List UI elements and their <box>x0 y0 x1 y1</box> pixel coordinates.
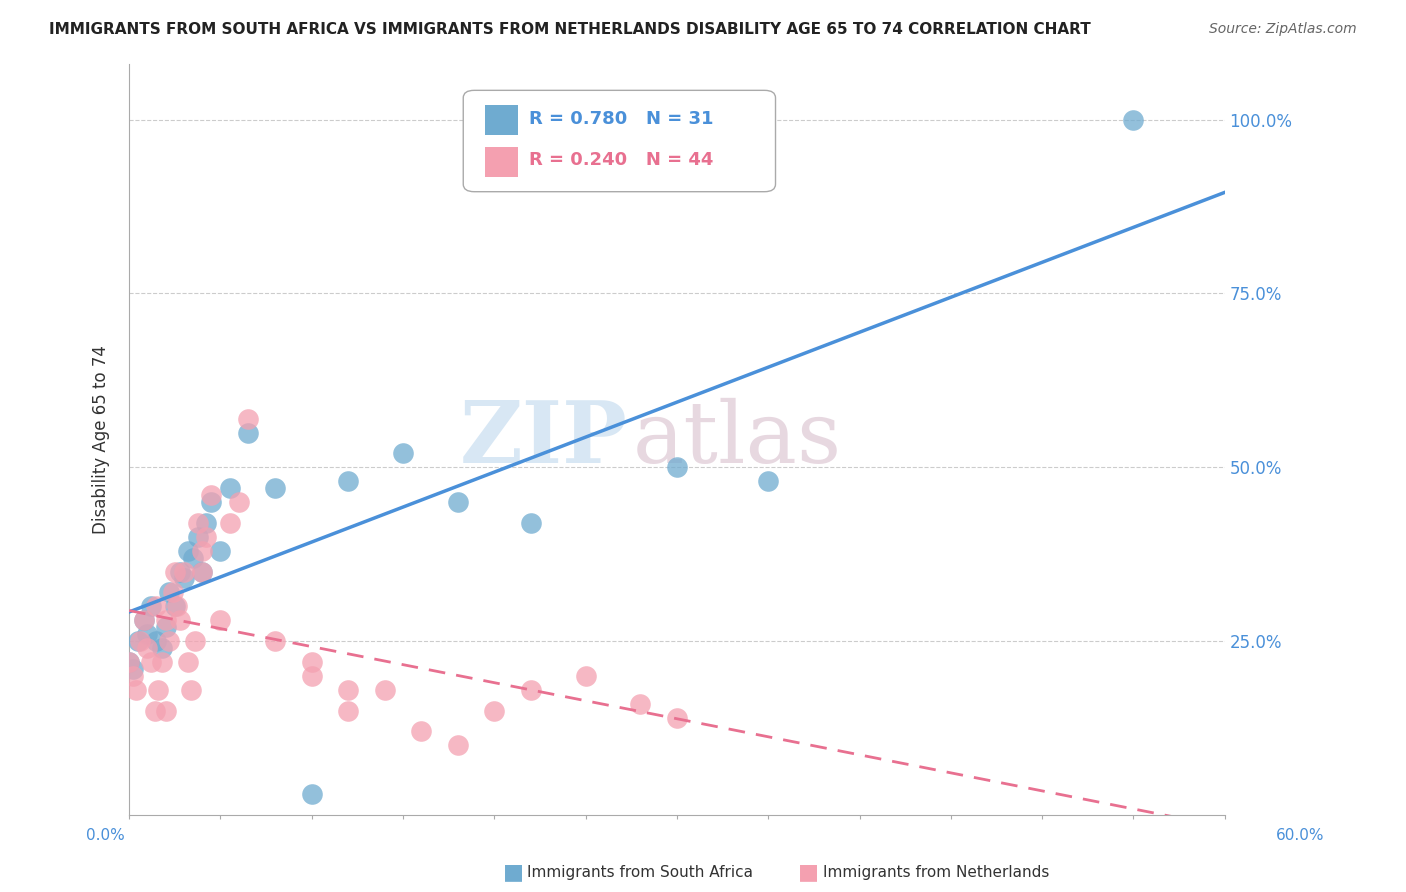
Point <box>118 655 141 669</box>
Point <box>163 599 186 614</box>
Point <box>337 682 360 697</box>
Point <box>194 516 217 530</box>
Point <box>155 613 177 627</box>
Text: R = 0.240   N = 44: R = 0.240 N = 44 <box>529 151 713 169</box>
Point <box>301 787 323 801</box>
Text: IMMIGRANTS FROM SOUTH AFRICA VS IMMIGRANTS FROM NETHERLANDS DISABILITY AGE 65 TO: IMMIGRANTS FROM SOUTH AFRICA VS IMMIGRAN… <box>49 22 1091 37</box>
Point <box>200 488 222 502</box>
Point <box>236 425 259 440</box>
Point <box>173 565 195 579</box>
Bar <box>485 146 517 177</box>
Point <box>132 613 155 627</box>
Point <box>121 662 143 676</box>
Text: ■: ■ <box>799 863 818 882</box>
Point <box>180 682 202 697</box>
Point <box>187 530 209 544</box>
Point <box>301 669 323 683</box>
Text: ZIP: ZIP <box>460 398 627 482</box>
Point <box>1122 112 1144 127</box>
Point <box>155 704 177 718</box>
Point <box>191 565 214 579</box>
Text: 0.0%: 0.0% <box>86 828 125 843</box>
Point <box>665 710 688 724</box>
Point <box>125 682 148 697</box>
Point <box>574 669 596 683</box>
Point <box>628 697 651 711</box>
Point <box>209 613 232 627</box>
Point <box>145 599 167 614</box>
Text: atlas: atlas <box>633 398 842 481</box>
Point <box>157 634 180 648</box>
Point <box>484 704 506 718</box>
Point <box>194 530 217 544</box>
Point <box>411 724 433 739</box>
Text: Immigrants from Netherlands: Immigrants from Netherlands <box>823 865 1049 880</box>
Text: ■: ■ <box>503 863 523 882</box>
Point <box>181 550 204 565</box>
Point <box>173 572 195 586</box>
FancyBboxPatch shape <box>463 90 776 192</box>
Point <box>264 634 287 648</box>
Point <box>143 704 166 718</box>
Point <box>264 481 287 495</box>
Point <box>756 474 779 488</box>
Point <box>191 543 214 558</box>
Point <box>139 599 162 614</box>
Point <box>118 655 141 669</box>
Point <box>163 565 186 579</box>
Point <box>520 682 543 697</box>
Point <box>209 543 232 558</box>
Point <box>150 655 173 669</box>
Point <box>150 640 173 655</box>
Point <box>169 565 191 579</box>
Point <box>157 585 180 599</box>
Point <box>132 613 155 627</box>
Point <box>447 495 470 509</box>
Point <box>337 474 360 488</box>
Point <box>184 634 207 648</box>
Point <box>166 599 188 614</box>
Point <box>520 516 543 530</box>
Point <box>145 634 167 648</box>
Point <box>148 682 170 697</box>
Point <box>136 627 159 641</box>
Point <box>121 669 143 683</box>
Point <box>191 565 214 579</box>
Point <box>228 495 250 509</box>
Point <box>374 682 396 697</box>
Point <box>169 613 191 627</box>
Point <box>187 516 209 530</box>
Text: 60.0%: 60.0% <box>1277 828 1324 843</box>
Point <box>162 585 184 599</box>
Text: R = 0.780   N = 31: R = 0.780 N = 31 <box>529 110 713 128</box>
Point <box>176 543 198 558</box>
Point <box>301 655 323 669</box>
Point <box>139 655 162 669</box>
Point <box>447 739 470 753</box>
Point <box>236 411 259 425</box>
Text: Source: ZipAtlas.com: Source: ZipAtlas.com <box>1209 22 1357 37</box>
Point <box>200 495 222 509</box>
Point <box>136 640 159 655</box>
Point <box>218 481 240 495</box>
Point <box>129 634 152 648</box>
Bar <box>485 105 517 136</box>
Point <box>176 655 198 669</box>
Point <box>392 446 415 460</box>
Point <box>665 460 688 475</box>
Y-axis label: Disability Age 65 to 74: Disability Age 65 to 74 <box>93 345 110 534</box>
Point <box>127 634 149 648</box>
Text: Immigrants from South Africa: Immigrants from South Africa <box>527 865 754 880</box>
Point <box>337 704 360 718</box>
Point <box>218 516 240 530</box>
Point <box>155 620 177 634</box>
